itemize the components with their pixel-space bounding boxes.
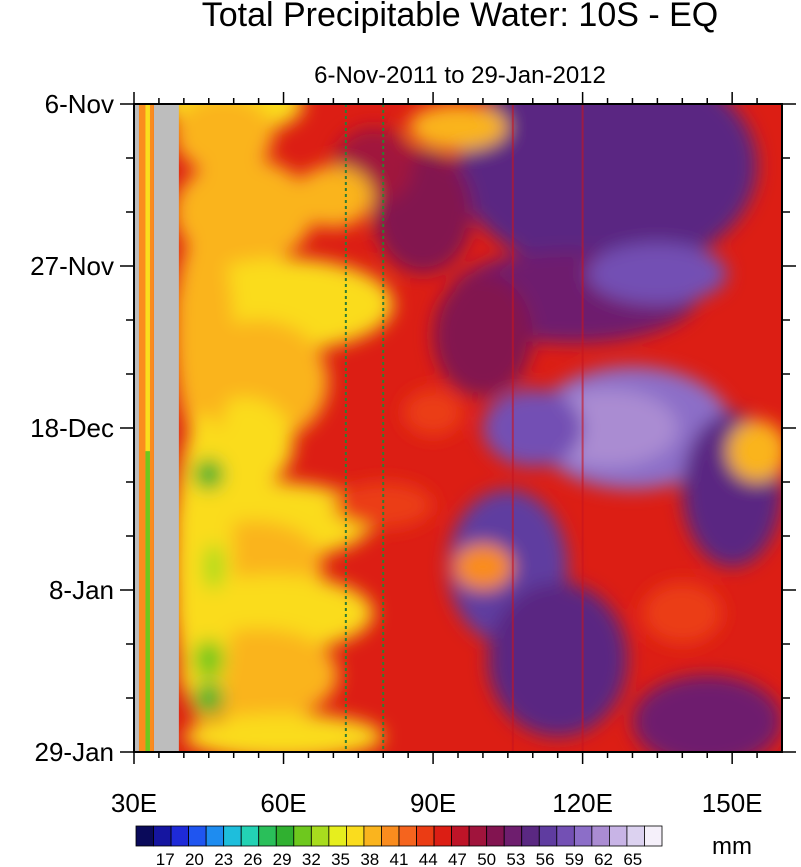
colorbar-swatch bbox=[328, 825, 347, 847]
colorbar-swatch bbox=[240, 825, 260, 847]
field-blob bbox=[487, 582, 628, 737]
colorbar-label: 29 bbox=[273, 850, 292, 867]
colorbar-label: 62 bbox=[594, 850, 613, 867]
land-mask-strip bbox=[134, 104, 139, 752]
chart-title: Total Precipitable Water: 10S - EQ bbox=[202, 0, 719, 34]
field-blob bbox=[403, 389, 463, 436]
colorbar-label: 53 bbox=[506, 850, 525, 867]
field-blob bbox=[727, 420, 782, 482]
field-blob bbox=[333, 482, 434, 529]
colorbar-swatch bbox=[275, 825, 295, 847]
colorbar-swatch bbox=[503, 825, 523, 847]
x-tick-label: 60E bbox=[260, 788, 306, 818]
y-tick-label: 18-Dec bbox=[30, 413, 114, 443]
x-tick-label: 120E bbox=[552, 788, 613, 818]
colorbar-label: 35 bbox=[331, 850, 350, 867]
colorbar-label: 38 bbox=[360, 850, 379, 867]
field-blob bbox=[173, 412, 234, 722]
land-mask-strip bbox=[153, 104, 179, 752]
colorbar-swatch bbox=[363, 825, 382, 847]
colorbar-swatch bbox=[153, 825, 172, 847]
colorbar-swatch bbox=[591, 825, 610, 847]
x-axis: 30E 60E 90E 120E 150E bbox=[111, 92, 763, 818]
field-blob bbox=[173, 104, 274, 174]
coastal-strip-inner bbox=[145, 104, 150, 752]
colorbar-label: 41 bbox=[390, 850, 409, 867]
field-blob bbox=[293, 165, 374, 228]
field-blob bbox=[173, 227, 234, 444]
field-blob bbox=[203, 543, 224, 590]
field-blob bbox=[408, 104, 508, 151]
reference-lines bbox=[344, 104, 584, 752]
colorbar-swatch bbox=[468, 825, 488, 847]
field-blob bbox=[632, 674, 782, 752]
colorbar-label: 65 bbox=[623, 850, 642, 867]
colorbar-label: 26 bbox=[243, 850, 262, 867]
colorbar-swatch bbox=[310, 825, 330, 847]
field-blob bbox=[453, 543, 513, 590]
field-blob bbox=[642, 582, 723, 645]
colorbar-swatch bbox=[293, 825, 312, 847]
colorbar-label: 56 bbox=[536, 850, 555, 867]
colorbar-label: 32 bbox=[302, 850, 321, 867]
field-blob bbox=[183, 713, 384, 752]
y-tick-label: 27-Nov bbox=[30, 251, 114, 281]
x-tick-label: 30E bbox=[111, 788, 157, 818]
field-blob bbox=[193, 682, 224, 714]
colorbar-swatch bbox=[416, 825, 435, 847]
colorbar-label: 17 bbox=[156, 850, 175, 867]
colorbar-swatch bbox=[135, 825, 154, 847]
field-blob bbox=[193, 640, 224, 679]
colorbar-swatch bbox=[433, 825, 453, 847]
x-tick-label: 150E bbox=[702, 788, 763, 818]
colorbar-label: 47 bbox=[448, 850, 467, 867]
colorbar-swatch bbox=[521, 825, 540, 847]
colorbar-swatch bbox=[609, 825, 628, 847]
x-tick-label: 90E bbox=[410, 788, 456, 818]
chart-subtitle: 6-Nov-2011 to 29-Jan-2012 bbox=[314, 62, 606, 89]
colorbar-label: 23 bbox=[214, 850, 233, 867]
colorbar-swatch bbox=[205, 825, 225, 847]
colorbar-label: 50 bbox=[477, 850, 496, 867]
colorbar-swatch bbox=[223, 825, 242, 847]
colorbar-label: 59 bbox=[565, 850, 584, 867]
colorbar: 17 20 23 26 29 32 35 38 41 44 47 50 53 56 59 62 65 bbox=[135, 825, 663, 867]
plot-field bbox=[134, 104, 782, 752]
colorbar-swatch bbox=[556, 825, 575, 847]
field-blob bbox=[458, 104, 758, 274]
colorbar-swatch bbox=[188, 825, 207, 847]
y-tick-label: 8-Jan bbox=[49, 575, 114, 605]
field-blob bbox=[193, 458, 224, 490]
colorbar-label: 20 bbox=[185, 850, 204, 867]
colorbar-unit: mm bbox=[712, 833, 752, 860]
colorbar-swatch bbox=[170, 825, 189, 847]
colorbar-swatch bbox=[644, 825, 663, 847]
colorbar-swatch bbox=[381, 825, 400, 847]
colorbar-swatch bbox=[398, 825, 417, 847]
colorbar-swatch bbox=[258, 825, 277, 847]
coastal-strip-green bbox=[145, 451, 150, 752]
y-axis: 6-Nov 27-Nov 18-Dec 8-Jan 29-Jan bbox=[30, 89, 796, 767]
colorbar-swatch bbox=[486, 825, 505, 847]
y-tick-label: 29-Jan bbox=[35, 737, 115, 767]
colorbar-swatch bbox=[451, 825, 470, 847]
colorbar-swatch bbox=[345, 825, 365, 847]
y-tick-label: 6-Nov bbox=[45, 89, 114, 119]
colorbar-swatch bbox=[538, 825, 558, 847]
colorbar-label: 44 bbox=[419, 850, 438, 867]
field-blobs bbox=[163, 104, 782, 752]
field-blob bbox=[433, 273, 533, 398]
colorbar-swatch bbox=[626, 825, 645, 847]
land-mask bbox=[134, 104, 179, 752]
field-blob bbox=[482, 389, 583, 467]
colorbar-swatch bbox=[573, 825, 593, 847]
field-blob bbox=[587, 242, 728, 305]
